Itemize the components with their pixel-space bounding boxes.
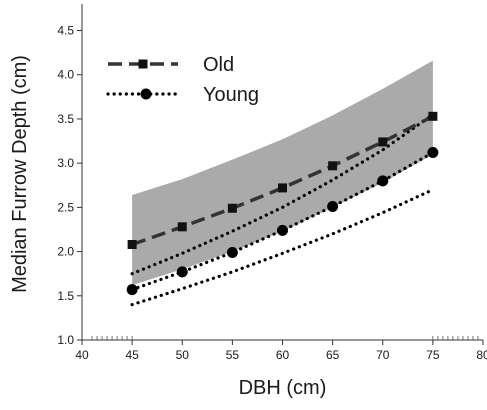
young-point-65 (327, 200, 339, 212)
old-point-75 (428, 111, 438, 121)
old-point-55 (227, 203, 237, 213)
young-point-60 (277, 224, 288, 236)
x-axis-title: DBH (cm) (239, 377, 327, 399)
old-point-45 (127, 240, 137, 250)
young-point-70 (377, 175, 389, 187)
young-point-55 (226, 246, 238, 258)
young-upper-bound-line (130, 112, 435, 276)
legend-old-marker (138, 59, 148, 69)
y-tick-label-3: 3.0 (57, 156, 74, 170)
y-tick-label-1.5: 1.5 (57, 289, 74, 303)
y-tick-label-2.5: 2.5 (57, 200, 74, 214)
axes: 40 45 50 55 60 65 70 75 80 1.0 1.5 2.0 2.5 3.0 3.5 4.0 4… (57, 4, 487, 362)
x-tick-label-80: 80 (476, 348, 487, 362)
x-tick-label-55: 55 (226, 348, 240, 362)
young-point-45 (126, 284, 138, 296)
x-tick-label-70: 70 (376, 348, 390, 362)
x-tick-label-65: 65 (326, 348, 340, 362)
old-point-70 (378, 137, 388, 147)
y-tick-label-4.5: 4.5 (57, 24, 74, 38)
young-point-50 (176, 266, 188, 278)
old-point-60 (278, 183, 287, 193)
x-tick-label-60: 60 (276, 348, 290, 362)
x-tick-label-45: 45 (125, 348, 139, 362)
legend-young-marker (140, 88, 152, 100)
young-point-75 (427, 147, 439, 159)
x-tick-label-40: 40 (75, 348, 89, 362)
legend-young-label: Young (203, 84, 259, 106)
legend: Old Young (106, 54, 259, 106)
young-lower-bound-line (130, 188, 435, 307)
old-point-65 (328, 161, 338, 171)
old-confidence-band (132, 60, 433, 286)
x-tick-label-75: 75 (426, 348, 440, 362)
y-tick-label-1: 1.0 (57, 333, 74, 347)
x-tick-label-50: 50 (176, 348, 190, 362)
legend-old-label: Old (203, 54, 234, 76)
y-axis-title: Median Furrow Depth (cm) (9, 55, 31, 293)
y-tick-label-4: 4.0 (57, 68, 74, 82)
y-tick-label-3.5: 3.5 (57, 112, 74, 126)
old-point-50 (177, 222, 187, 232)
plot-area (126, 60, 439, 307)
y-tick-label-2: 2.0 (57, 245, 74, 259)
